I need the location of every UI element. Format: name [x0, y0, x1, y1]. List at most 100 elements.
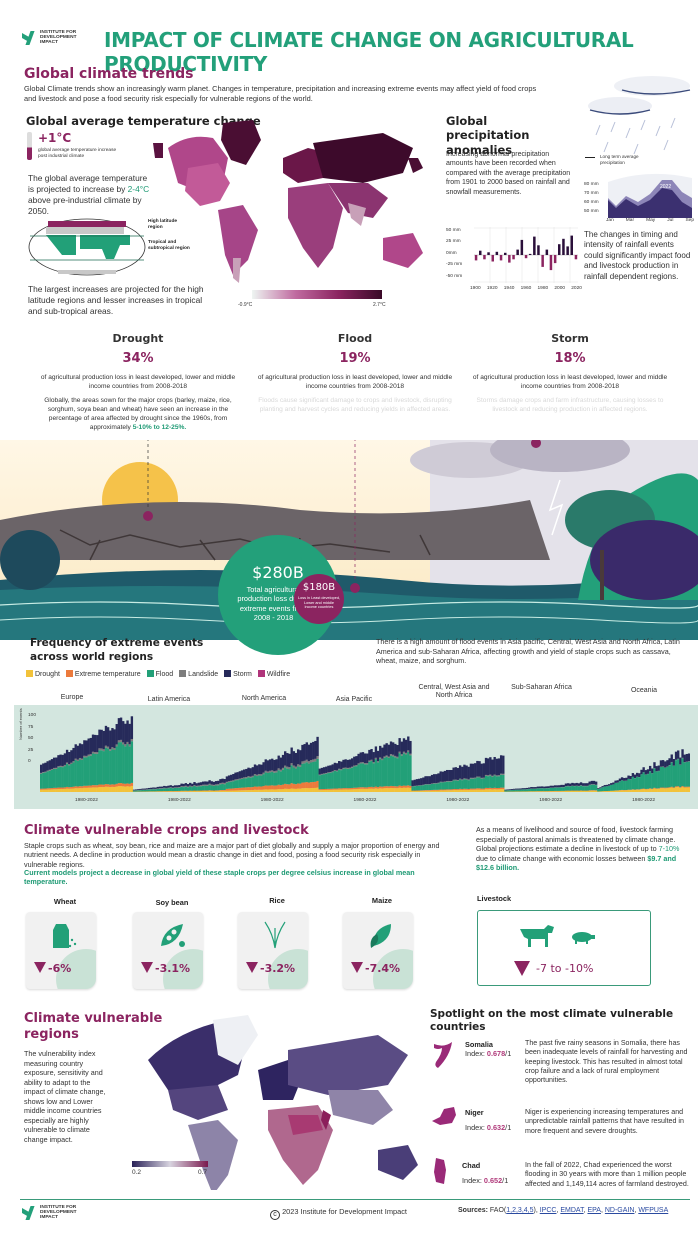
niger-shape-icon [432, 1107, 456, 1125]
storm-stat: Storm 18% of agricultural production los… [470, 332, 670, 415]
maize-cob-icon [370, 924, 391, 948]
events-legend: Drought Extreme temperature Flood Landsl… [26, 670, 290, 678]
storm-title: Storm [551, 332, 589, 345]
soybean-pod-icon [161, 924, 185, 947]
drought-title: Drought [112, 332, 164, 345]
footer-logo: INSTITUTE FOR DEVELOPMENT IMPACT [22, 1205, 80, 1220]
seasonal-precipitation-chart: 2022 [608, 173, 692, 218]
ldc-loss-caption: Loss in Least developed, Lower and middl… [298, 596, 341, 610]
long-term-legend-label: Long term average precipitation [600, 154, 639, 165]
largest-increase-text: The largest increases are projected for … [28, 284, 204, 316]
livestock-label: Livestock [477, 894, 512, 903]
landscape-illustration [0, 440, 698, 640]
source-fao-link[interactable]: 1,2,3,4,5 [506, 1207, 534, 1214]
chad-index: Index: 0.652/1 [462, 1176, 509, 1185]
sources: Sources: FAO(1,2,3,4,5), IPCC, EMDAT, EP… [458, 1207, 669, 1214]
total-loss-caption: Total agricultural production loss due t… [237, 585, 310, 622]
region-headers: Europe Latin America North America Asia … [14, 684, 690, 708]
legend-landslide: Landslide [179, 670, 218, 678]
vulnerable-description: The vulnerability index measuring countr… [24, 1049, 106, 1144]
vulnerability-scale-min: 0.2 [132, 1169, 142, 1176]
ldc-loss-bubble: $180B Loss in Least developed, Lower and… [294, 574, 344, 624]
region-central-west-asia: Central, West Asia and North Africa [418, 684, 490, 700]
somalia-text: The past five rainy seasons in Somalia, … [525, 1039, 688, 1085]
total-loss-bubble: $280B Total agricultural production loss… [218, 535, 338, 655]
niger-meta: Niger Index: 0.632/1 [465, 1108, 511, 1132]
tropical-label: Tropical and subtropical region [148, 240, 190, 251]
maize-card: -7.4% [343, 912, 413, 989]
storm-subtitle: of agricultural production loss in least… [472, 374, 668, 390]
copyright: c 2023 Institute for Development Impact [270, 1207, 407, 1220]
temperature-scale-bar [252, 290, 382, 299]
region-latin-america: Latin America [147, 696, 191, 703]
source-emdat-link[interactable]: EMDAT [560, 1207, 584, 1214]
anomaly-y-axis: 50 mm 25 mm 0mm -25 mm -50 mm [446, 228, 463, 279]
rain-cloud-illustration [588, 76, 691, 155]
niger-index: Index: 0.632/1 [465, 1123, 512, 1132]
drought-description: Globally, the areas sown for the major c… [44, 397, 232, 431]
high-latitude-label: High latitude region [148, 219, 178, 230]
niger-name: Niger [465, 1108, 484, 1117]
livestock-text: As a means of livelihood and source of f… [476, 825, 680, 872]
rice-card: -3.2% [238, 912, 308, 989]
drought-value: 34% [122, 351, 154, 366]
livestock-card: -7 to -10% [477, 910, 651, 986]
region-oceania: Oceania [630, 687, 658, 694]
wheat-label: Wheat [53, 897, 77, 906]
crops-intro: Staple crops such as wheat, soy bean, ri… [24, 841, 440, 869]
vulnerable-heading: Climate vulnerable regions [24, 1011, 163, 1043]
vulnerability-world-map [148, 1015, 418, 1190]
somalia-shape-icon [434, 1042, 452, 1068]
crops-heading: Climate vulnerable crops and livestock [24, 823, 309, 838]
source-ndgain-link[interactable]: ND-GAIN [604, 1207, 635, 1214]
trends-heading: Global climate trends [24, 66, 194, 82]
temperature-heading: Global average temperature change [26, 114, 261, 128]
frequency-note: There is a high amount of flood events i… [376, 637, 680, 666]
rice-value: -3.2% [246, 962, 295, 975]
source-wfpusa-link[interactable]: WFPUSA [638, 1207, 669, 1214]
region-europe: Europe [60, 694, 84, 701]
events-stacked-chart [40, 716, 690, 792]
crops-models-note: Current models project a decrease in glo… [24, 868, 415, 887]
soybean-value: -3.1% [141, 962, 190, 975]
storm-value: 18% [554, 351, 586, 366]
trends-intro: Global Climate trends show an increasing… [24, 84, 537, 103]
somalia-meta: Somalia Index: 0.678/1 [465, 1040, 511, 1058]
precipitation-impact: The changes in timing and intensity of r… [584, 230, 691, 281]
legend-storm: Storm [224, 670, 252, 678]
storm-description: Storms damage crops and farm infrastruct… [476, 397, 664, 414]
wheat-card: -6% [26, 912, 96, 989]
temperature-increase-caption: global average temperature increase post… [38, 148, 117, 159]
temperature-projection: The global average temperature is projec… [28, 173, 150, 216]
legend-flood: Flood [146, 670, 173, 678]
ldc-loss-value: $180B [302, 582, 336, 593]
wheat-value: -6% [34, 962, 71, 975]
somalia-name: Somalia [465, 1040, 493, 1049]
region-asia-pacific: Asia Pacific [335, 696, 373, 703]
frequency-heading: Frequency of extreme events across world… [30, 637, 204, 663]
region-sub-saharan-africa: Sub-Saharan Africa [511, 684, 572, 691]
maize-label: Maize [371, 896, 393, 905]
pig-icon [572, 932, 595, 944]
flood-stat: Flood 19% of agricultural production los… [255, 332, 455, 415]
precipitation-description: Increasing abnormal precipitation amount… [446, 151, 571, 196]
chad-text: In the fall of 2022, Chad experienced th… [525, 1161, 689, 1188]
precipitation-heading: Global precipitation anomalies [446, 114, 530, 157]
precipitation-anomaly-chart: 50 mm 25 mm 0mm -25 mm -50 mm 1900 1920 1940 19… [446, 225, 582, 295]
anomaly-bars [474, 227, 578, 283]
footer-org-name: INSTITUTE FOR DEVELOPMENT IMPACT [40, 1205, 77, 1221]
flood-value: 19% [339, 351, 371, 366]
flood-description: Floods cause significant damage to crops… [258, 397, 452, 414]
anomaly-x-axis: 1900 1920 1940 1960 1980 2000 2020 [470, 286, 582, 291]
total-loss-value: $280B [252, 563, 304, 582]
source-epa-link[interactable]: EPA [587, 1207, 601, 1214]
temperature-scale-max: 2.7°C [373, 302, 386, 308]
soybean-card: -3.1% [133, 912, 203, 989]
source-ipcc-link[interactable]: IPCC [539, 1207, 557, 1214]
flood-subtitle: of agricultural production loss in least… [257, 374, 453, 390]
seasonal-x-axis: Jan Mar May Jul Sep [606, 218, 694, 223]
chad-meta: Chad Index: 0.652/1 [462, 1161, 508, 1185]
thermometer-icon [27, 132, 32, 160]
drought-stat: Drought 34% of agricultural production l… [38, 332, 238, 433]
flood-title: Flood [337, 332, 373, 345]
